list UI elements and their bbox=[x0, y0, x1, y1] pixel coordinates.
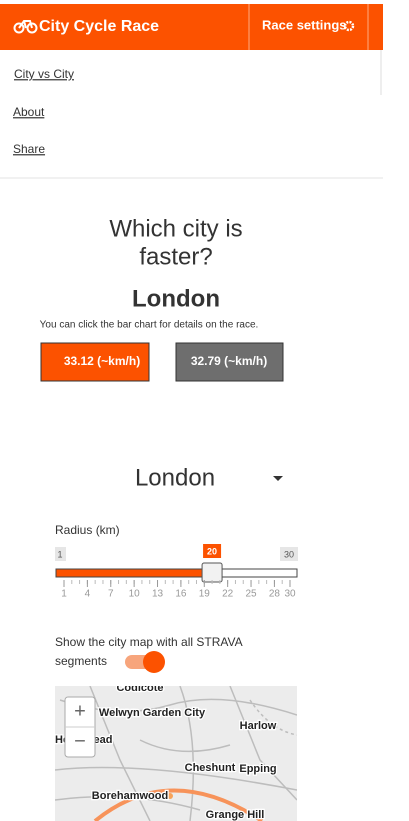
question: faster? bbox=[139, 243, 212, 270]
slider-tick-label: 25 bbox=[245, 589, 257, 600]
bike-icon bbox=[13, 20, 38, 34]
result-button[interactable] bbox=[175, 342, 284, 382]
slider-tick-label: 13 bbox=[152, 589, 164, 600]
slider-label: Radius (km) bbox=[55, 523, 120, 537]
app-title[interactable]: City Cycle Race bbox=[39, 18, 159, 35]
map-label: ead bbox=[94, 734, 113, 746]
map-label: Grange Hill bbox=[206, 809, 265, 821]
toggle-label: Show the city map with all STRAVA bbox=[55, 635, 243, 649]
city-select[interactable]: London bbox=[135, 464, 215, 491]
slider-tick-label: 1 bbox=[61, 589, 67, 600]
slider-tick-label: 28 bbox=[269, 589, 281, 600]
slider-min: 1 bbox=[57, 549, 62, 559]
zoom-in[interactable]: + bbox=[74, 700, 86, 722]
map-label: Codicote bbox=[116, 682, 163, 694]
zoom-out[interactable]: − bbox=[74, 730, 86, 752]
slider-tick-label: 4 bbox=[85, 589, 91, 600]
menu-link[interactable]: Share bbox=[13, 142, 45, 156]
slider-handle[interactable] bbox=[201, 562, 223, 583]
result-label[interactable]: 33.12 (~km/h) bbox=[64, 354, 140, 368]
gear-icon bbox=[343, 20, 355, 32]
slider-fill bbox=[55, 568, 213, 578]
caret bbox=[273, 476, 283, 481]
city-marker bbox=[167, 793, 173, 799]
value-badge bbox=[203, 544, 222, 558]
slider-tick-label: 19 bbox=[199, 589, 211, 600]
slider-max: 30 bbox=[284, 549, 294, 559]
toggle-label: segments bbox=[55, 654, 107, 668]
slider-tick-label: 7 bbox=[108, 589, 114, 600]
menu-link[interactable]: City vs City bbox=[14, 67, 74, 81]
map-label: Harlow bbox=[240, 720, 277, 732]
map-label: Cheshunt bbox=[185, 762, 236, 774]
result-button[interactable] bbox=[40, 342, 150, 382]
slider-value: 20 bbox=[207, 546, 217, 556]
slider-tick-label: 22 bbox=[222, 589, 234, 600]
slider-tick-label: 30 bbox=[284, 589, 296, 600]
max-badge bbox=[280, 547, 298, 561]
min-badge bbox=[55, 547, 66, 561]
question: Which city is bbox=[109, 215, 242, 242]
result-label[interactable]: 32.79 (~km/h) bbox=[191, 354, 267, 368]
hint: You can click the bar chart for details … bbox=[40, 320, 259, 331]
slider-tick-label: 16 bbox=[175, 589, 187, 600]
winner: London bbox=[132, 285, 220, 312]
toggle-knob[interactable] bbox=[143, 651, 165, 673]
header-bar bbox=[0, 4, 383, 50]
settings-button[interactable]: Race settings bbox=[262, 17, 347, 32]
roads bbox=[55, 686, 297, 821]
slider-tick-label: 10 bbox=[129, 589, 141, 600]
menu-link[interactable]: About bbox=[13, 105, 45, 119]
radius-circle bbox=[93, 788, 264, 821]
map-label: Epping bbox=[239, 763, 276, 775]
map-label: Welwyn Garden City bbox=[99, 707, 206, 719]
map-label: Borehamwood bbox=[92, 790, 168, 802]
